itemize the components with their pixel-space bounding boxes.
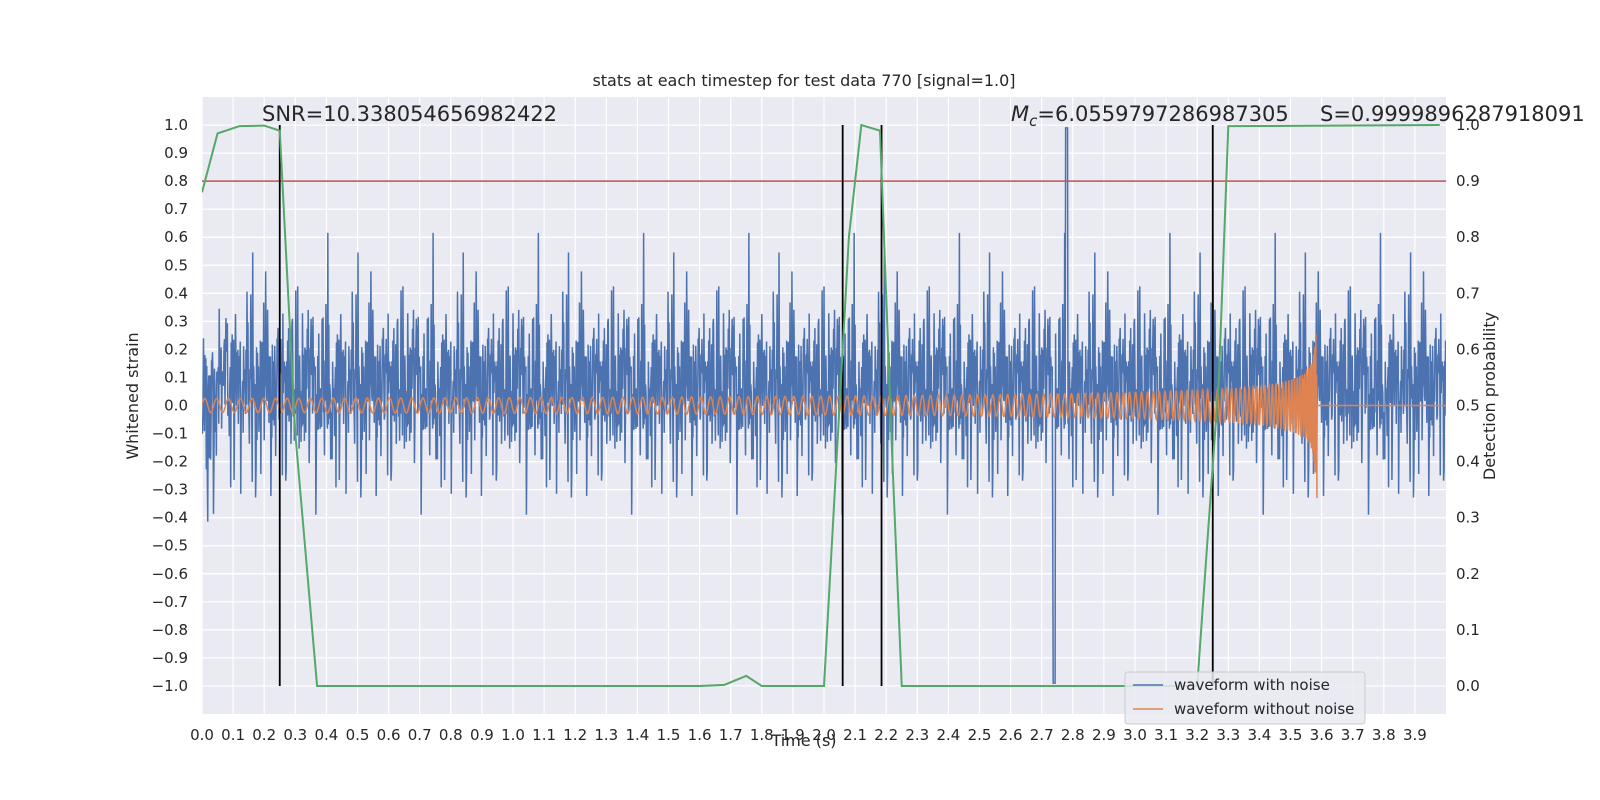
mc-subscript: c	[1029, 112, 1038, 130]
y-tick-label: 0.6	[164, 228, 188, 246]
x-tick-label: 0.0	[190, 726, 214, 744]
s-annotation: S=0.9999896287918091	[1320, 102, 1585, 126]
x-tick-label: 1.1	[532, 726, 556, 744]
y2-tick-label: 0.0	[1456, 677, 1480, 695]
x-tick-label: 2.5	[968, 726, 992, 744]
y2-tick-label: 0.3	[1456, 509, 1480, 527]
y-tick-label: −0.7	[152, 593, 188, 611]
x-tick-label: 1.2	[563, 726, 587, 744]
x-tick-label: 1.4	[625, 726, 649, 744]
y-tick-label: 0.2	[164, 340, 188, 358]
x-tick-label: 0.1	[221, 726, 245, 744]
snr-annotation: SNR=10.338054656982422	[262, 102, 557, 126]
y-tick-label: −0.9	[152, 649, 188, 667]
y-tick-label: 1.0	[164, 116, 188, 134]
y2-tick-label: 0.8	[1456, 228, 1480, 246]
y-axis-label: Whitened strain	[123, 332, 142, 459]
y-axis-ticks: 1.0 0.9 0.8 0.7 0.6 0.5 0.4 0.3 0.2 0.1 0.0 −0.1 −0.…	[152, 116, 188, 695]
y-tick-label: −0.6	[152, 565, 188, 583]
x-tick-label: 2.0	[812, 726, 836, 744]
legend-box	[1124, 671, 1366, 725]
y-tick-label: 0.7	[164, 200, 188, 218]
mc-value: =6.0559797286987305	[1037, 102, 1288, 126]
y-tick-label: −0.3	[152, 481, 188, 499]
y2-tick-label: 0.9	[1456, 172, 1480, 190]
legend-label-clean: waveform without noise	[1174, 700, 1354, 718]
y2-tick-label: 0.7	[1456, 284, 1480, 302]
series-waveform-with-noise	[202, 127, 1446, 684]
series-detection-probability	[202, 123, 1440, 687]
y-tick-label: −1.0	[152, 677, 188, 695]
y-tick-label: −0.5	[152, 537, 188, 555]
vertical-markers	[278, 125, 1214, 686]
x-tick-label: 3.8	[1372, 726, 1396, 744]
x-axis-ticks: 0.0 0.1 0.2 0.3 0.4 0.5 0.6 0.7 0.8 0.9 1.0 1.1 1.2 1…	[190, 726, 1427, 744]
y-tick-label: −0.1	[152, 425, 188, 443]
x-tick-label: 3.9	[1403, 726, 1427, 744]
y-tick-label: 0.9	[164, 144, 188, 162]
x-tick-label: 3.4	[1247, 726, 1271, 744]
x-tick-label: 1.0	[501, 726, 525, 744]
x-tick-label: 0.2	[252, 726, 276, 744]
chirp-mass-annotation: Mc=6.0559797286987305	[1011, 102, 1289, 130]
x-tick-label: 0.8	[439, 726, 463, 744]
legend-label-noise: waveform with noise	[1174, 676, 1330, 694]
x-tick-label: 0.3	[283, 726, 307, 744]
x-tick-label: 3.7	[1341, 726, 1365, 744]
y-tick-label: 0.0	[164, 397, 188, 415]
x-tick-label: 0.4	[314, 726, 338, 744]
y2-tick-label: 1.0	[1456, 116, 1480, 134]
y-tick-label: −0.2	[152, 453, 188, 471]
x-tick-label: 3.6	[1310, 726, 1334, 744]
x-tick-label: 2.6	[999, 726, 1023, 744]
y-tick-label: −0.4	[152, 509, 188, 527]
x-tick-label: 0.7	[408, 726, 432, 744]
x-tick-label: 1.5	[657, 726, 681, 744]
legend: waveform with noise waveform without noi…	[1124, 671, 1366, 725]
series-waveform-without-noise	[202, 333, 1446, 499]
x-tick-label: 2.9	[1092, 726, 1116, 744]
x-tick-label: 1.8	[750, 726, 774, 744]
y2-tick-label: 0.4	[1456, 453, 1480, 471]
x-tick-label: 3.3	[1216, 726, 1240, 744]
y2-tick-label: 0.1	[1456, 621, 1480, 639]
x-tick-label: 1.3	[594, 726, 618, 744]
y-tick-label: 0.3	[164, 312, 188, 330]
y-tick-label: 0.5	[164, 256, 188, 274]
y-tick-label: 0.1	[164, 368, 188, 386]
x-tick-label: 0.5	[346, 726, 370, 744]
x-tick-label: 2.4	[936, 726, 960, 744]
x-tick-label: 3.0	[1123, 726, 1147, 744]
x-tick-label: 3.1	[1154, 726, 1178, 744]
x-tick-label: 2.8	[1061, 726, 1085, 744]
y-tick-label: −0.8	[152, 621, 188, 639]
y2-tick-label: 0.5	[1456, 397, 1480, 415]
x-axis-label: Time (s)	[770, 731, 836, 750]
y2-tick-label: 0.6	[1456, 340, 1480, 358]
x-tick-label: 2.1	[843, 726, 867, 744]
x-tick-label: 2.2	[874, 726, 898, 744]
y2-axis-label: Detection probability	[1480, 312, 1499, 480]
y2-tick-label: 0.2	[1456, 565, 1480, 583]
chart-title: stats at each timestep for test data 770…	[592, 71, 1015, 90]
x-tick-label: 3.5	[1279, 726, 1303, 744]
x-tick-label: 2.7	[1030, 726, 1054, 744]
x-tick-label: 3.2	[1185, 726, 1209, 744]
x-tick-label: 1.6	[688, 726, 712, 744]
x-tick-label: 0.6	[377, 726, 401, 744]
x-tick-label: 1.9	[781, 726, 805, 744]
y-tick-label: 0.8	[164, 172, 188, 190]
x-tick-label: 2.3	[905, 726, 929, 744]
y2-axis-ticks: 1.0 0.9 0.8 0.7 0.6 0.5 0.4 0.3 0.2 0.1 0.0	[1456, 116, 1480, 695]
x-tick-label: 0.9	[470, 726, 494, 744]
x-tick-label: 1.7	[719, 726, 743, 744]
y-tick-label: 0.4	[164, 284, 188, 302]
mc-symbol: M	[1011, 102, 1029, 126]
